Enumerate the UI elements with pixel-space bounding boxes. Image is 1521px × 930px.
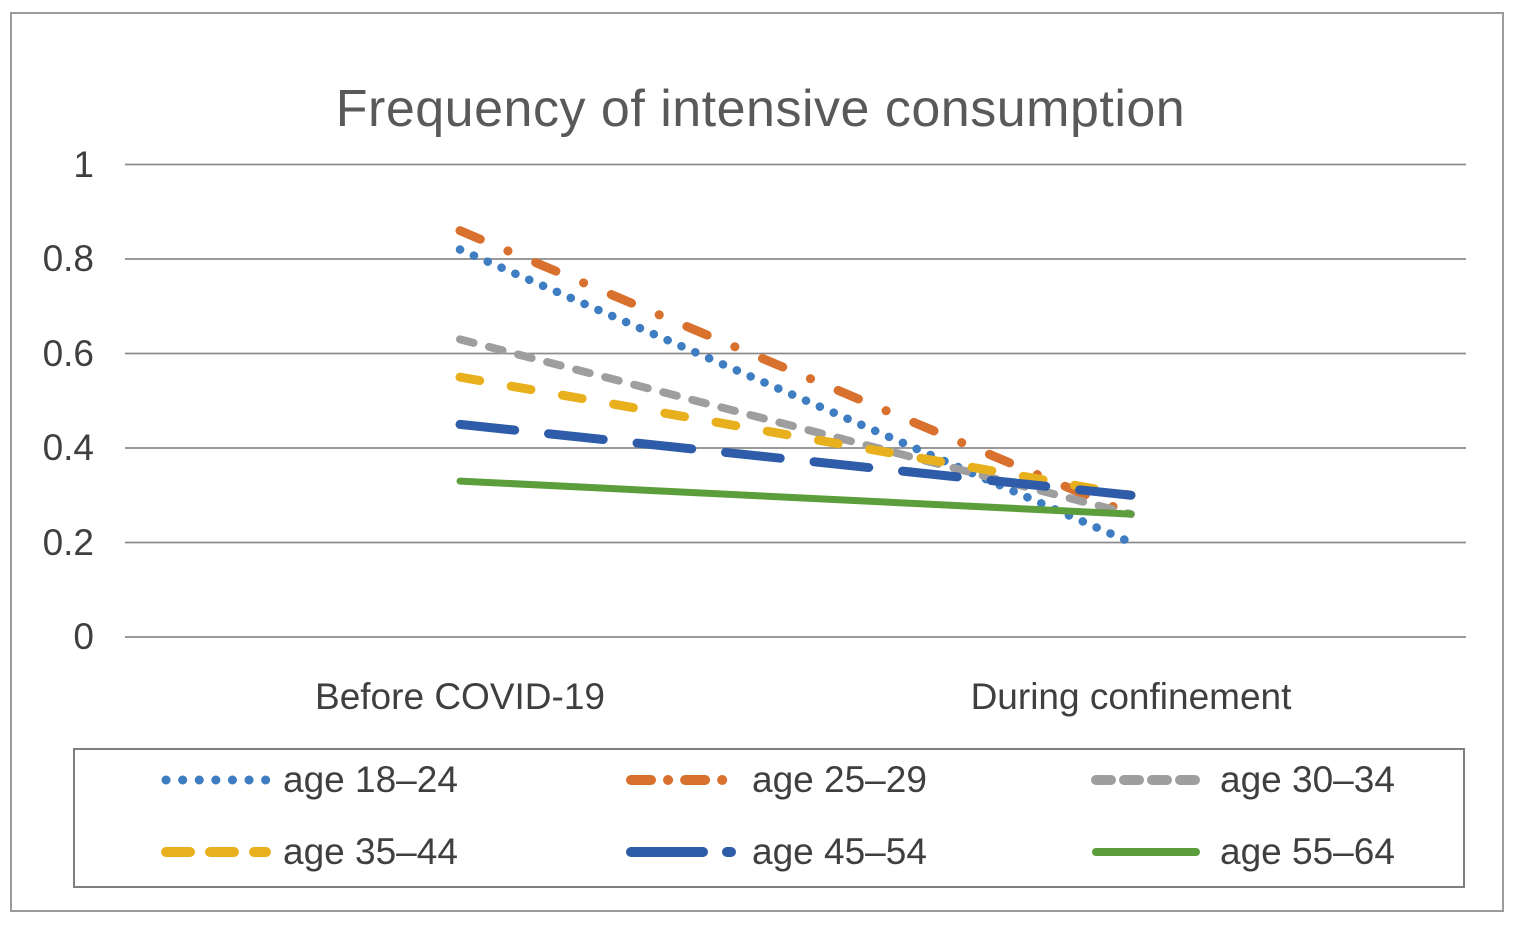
y-tick-label: 1 (73, 143, 94, 185)
legend-label: age 45–54 (752, 831, 927, 872)
legend-label: age 30–34 (1220, 759, 1395, 800)
y-tick-label: 0.2 (42, 521, 94, 563)
legend-box (73, 748, 1465, 888)
series-line-age-18-24 (455, 245, 1136, 547)
legend-label: age 18–24 (283, 759, 458, 800)
x-category-label-before: Before COVID-19 (315, 676, 605, 717)
y-tick-label: 0.8 (42, 238, 94, 279)
legend-marker-age-45-54 (626, 847, 736, 857)
y-tick-label: 0 (73, 616, 94, 657)
legend-marker-age-35-44 (161, 847, 271, 857)
legend-label: age 35–44 (283, 831, 458, 872)
series-line-age-35-44 (455, 372, 1136, 500)
series-line-age-45-54 (455, 419, 1136, 500)
legend-marker-age-25-29 (626, 775, 736, 785)
legend-marker-age-30-34 (1091, 775, 1201, 785)
y-tick-label: 0.4 (42, 427, 94, 468)
legend-marker-age-55-64 (1092, 848, 1200, 856)
y-tick-label: 0.6 (42, 332, 94, 374)
legend-label: age 25–29 (752, 759, 927, 800)
series-line-age-55-64 (456, 477, 1135, 518)
x-category-label-during: During confinement (970, 676, 1292, 717)
legend-marker-age-18-24 (161, 775, 271, 785)
series-line-age-25-29 (455, 226, 1136, 519)
legend-label: age 55–64 (1220, 831, 1395, 872)
chart-title: Frequency of intensive consumption (335, 80, 1186, 138)
